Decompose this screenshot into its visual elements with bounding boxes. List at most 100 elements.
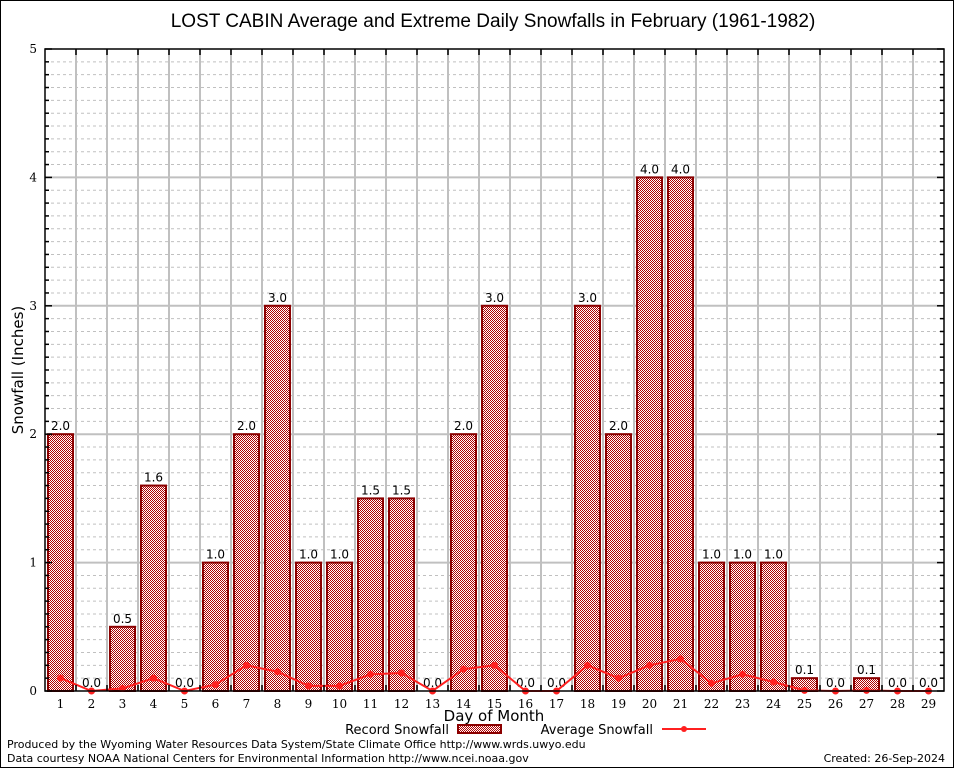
x-tick-label: 5 <box>181 697 189 711</box>
footer-data-source: Data courtesy NOAA National Centers for … <box>7 752 529 765</box>
x-tick-label: 12 <box>394 697 409 711</box>
x-tick-label: 19 <box>611 697 626 711</box>
x-tick-label: 29 <box>921 697 936 711</box>
bar-labels: 2.0 0.0 0.5 1.6 0.0 1.0 2.0 3.0 1.0 1.0 1.5 1.5 0.0 2… <box>51 162 938 690</box>
bar-value-label: 3.0 <box>578 291 597 305</box>
footer-producer: Produced by the Wyoming Water Resources … <box>7 738 586 751</box>
average-point <box>646 661 653 669</box>
record-bar <box>47 433 74 692</box>
x-tick-label: 10 <box>332 697 347 711</box>
bar-value-label: 2.0 <box>609 419 628 433</box>
x-tick-labels: 1 2 3 4 5 6 7 8 9 10 11 12 13 14 15 16 17 18 19 20 21 22 23 24 2… <box>57 697 936 711</box>
bar-value-label: 1.0 <box>330 548 349 562</box>
record-bar <box>140 484 167 692</box>
x-tick-label: 22 <box>704 697 719 711</box>
bar-value-label: 1.5 <box>392 483 411 497</box>
x-tick-label: 4 <box>150 697 158 711</box>
record-bar <box>109 625 136 692</box>
average-point <box>615 674 622 682</box>
average-point <box>367 670 374 678</box>
bar-value-label: 3.0 <box>268 291 287 305</box>
x-tick-label: 9 <box>305 697 313 711</box>
x-tick-label: 3 <box>119 697 127 711</box>
grid <box>45 49 944 691</box>
average-point <box>491 661 498 669</box>
bar-value-label: 0.0 <box>919 676 938 690</box>
average-point <box>57 674 64 682</box>
x-tick-label: 11 <box>363 697 378 711</box>
record-bar <box>450 433 477 692</box>
record-bar <box>698 561 725 692</box>
average-point <box>677 655 684 663</box>
y-tick-label: 2 <box>29 427 37 441</box>
record-bar <box>481 304 508 692</box>
bar-value-label: 2.0 <box>454 419 473 433</box>
average-point <box>460 665 467 673</box>
average-point <box>243 661 250 669</box>
bar-value-label: 2.0 <box>51 419 70 433</box>
record-bar <box>202 561 229 692</box>
x-tick-label: 13 <box>425 697 440 711</box>
x-tick-label: 2 <box>88 697 96 711</box>
y-tick-label: 0 <box>29 684 37 698</box>
legend: Record Snowfall Average Snowfall <box>345 723 706 738</box>
bar-value-label: 1.0 <box>702 548 721 562</box>
average-point <box>336 682 343 690</box>
record-bar <box>636 176 663 692</box>
record-bar <box>574 304 601 692</box>
x-tick-label: 21 <box>673 697 688 711</box>
bar-value-label: 0.0 <box>82 676 101 690</box>
bar-value-label: 1.5 <box>361 483 380 497</box>
record-bars <box>47 176 880 692</box>
y-tick-labels: 0 1 2 3 4 5 <box>29 42 37 698</box>
x-tick-label: 23 <box>735 697 750 711</box>
y-tick-label: 5 <box>29 42 37 56</box>
bar-value-label: 1.0 <box>764 548 783 562</box>
record-bar <box>605 433 632 692</box>
bar-value-label: 0.0 <box>175 676 194 690</box>
legend-record-label: Record Snowfall <box>345 723 449 738</box>
bar-value-label: 1.6 <box>144 471 163 485</box>
bar-value-label: 0.5 <box>113 612 132 626</box>
chart-title: LOST CABIN Average and Extreme Daily Sno… <box>171 11 816 32</box>
bar-value-label: 2.0 <box>237 419 256 433</box>
average-point <box>212 681 219 689</box>
x-tick-label: 7 <box>243 697 251 711</box>
bar-value-label: 1.0 <box>733 548 752 562</box>
bar-value-label: 4.0 <box>640 162 659 176</box>
bar-value-label: 0.0 <box>888 676 907 690</box>
footer-created: Created: 26-Sep-2024 <box>824 752 945 765</box>
record-bar <box>760 561 787 692</box>
bar-value-label: 0.1 <box>795 663 814 677</box>
average-line <box>57 655 932 695</box>
x-tick-label: 27 <box>859 697 874 711</box>
x-tick-label: 14 <box>456 697 472 711</box>
average-point <box>119 684 126 692</box>
x-tick-label: 26 <box>828 697 843 711</box>
x-tick-label: 18 <box>580 697 595 711</box>
y-tick-label: 3 <box>29 299 37 313</box>
record-bar <box>264 304 291 692</box>
y-axis-label: Snowfall (Inches) <box>9 306 27 434</box>
bar-value-label: 0.1 <box>857 663 876 677</box>
average-point <box>708 679 715 687</box>
bar-value-label: 4.0 <box>671 162 690 176</box>
record-bar <box>667 176 694 692</box>
bar-value-label: 1.0 <box>299 548 318 562</box>
record-bar <box>388 497 415 692</box>
record-bar <box>295 561 322 692</box>
bar-value-label: 3.0 <box>485 291 504 305</box>
x-tick-label: 24 <box>766 697 782 711</box>
y-tick-label: 4 <box>29 170 37 184</box>
bar-value-label: 0.0 <box>826 676 845 690</box>
x-axis-label: Day of Month <box>444 707 545 725</box>
legend-average-label: Average Snowfall <box>541 723 653 738</box>
y-tick-label: 1 <box>29 556 37 570</box>
bar-value-label: 1.0 <box>206 548 225 562</box>
record-bar <box>326 561 353 692</box>
x-tick-label: 15 <box>487 697 502 711</box>
x-tick-label: 20 <box>642 697 657 711</box>
record-bar <box>233 433 260 692</box>
axes <box>44 48 945 692</box>
